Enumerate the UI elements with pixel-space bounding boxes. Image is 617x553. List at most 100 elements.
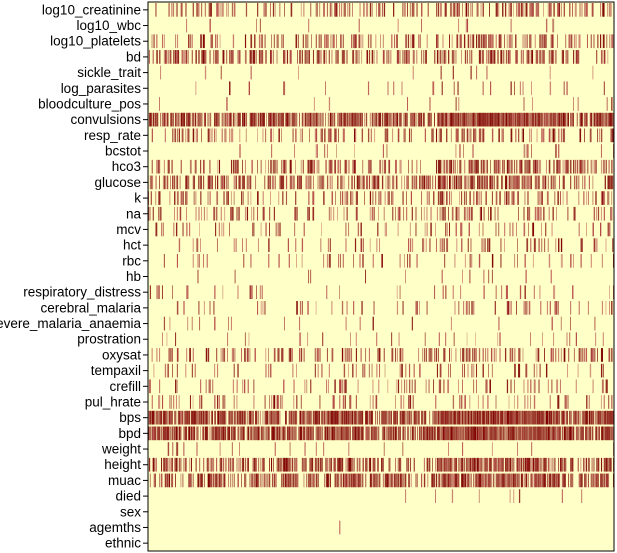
heatmap-cell <box>491 426 493 441</box>
heatmap-cell <box>486 379 488 394</box>
heatmap-cell <box>338 159 340 174</box>
heatmap-cell <box>482 238 484 252</box>
heatmap-cell <box>163 50 165 64</box>
heatmap-cell <box>501 410 503 425</box>
heatmap-cell <box>281 348 283 362</box>
heatmap-cell <box>391 473 393 488</box>
heatmap-cell <box>600 144 603 158</box>
heatmap-cell <box>430 426 432 441</box>
heatmap-cell <box>175 442 178 456</box>
heatmap-cell <box>528 222 529 237</box>
heatmap-cell <box>180 206 182 221</box>
heatmap-cell <box>233 426 235 441</box>
heatmap-cell <box>461 128 463 143</box>
heatmap-cell <box>590 34 592 49</box>
heatmap-cell <box>532 253 534 268</box>
heatmap-cell <box>244 379 246 394</box>
heatmap-cell <box>545 426 547 441</box>
heatmap-cell <box>407 253 408 268</box>
heatmap-cell <box>298 65 299 80</box>
heatmap-cell <box>393 3 395 17</box>
heatmap-cell <box>397 50 400 64</box>
heatmap-cell <box>480 473 482 488</box>
heatmap-cell <box>322 410 323 425</box>
heatmap-cell <box>228 457 230 472</box>
heatmap-cell <box>201 410 203 425</box>
heatmap-cell <box>612 112 613 127</box>
heatmap-cell <box>607 112 609 127</box>
heatmap-cell <box>174 50 175 64</box>
heatmap-cell <box>594 316 596 331</box>
heatmap-cell <box>567 50 569 64</box>
heatmap-cell <box>303 3 305 17</box>
heatmap-cell <box>376 363 378 378</box>
heatmap-cell <box>353 144 355 158</box>
heatmap-cell <box>430 206 432 221</box>
heatmap-cell <box>480 191 482 205</box>
heatmap-cell <box>606 34 608 49</box>
heatmap-cell <box>530 3 532 17</box>
heatmap-cell <box>499 426 501 441</box>
heatmap-cell <box>481 410 484 425</box>
heatmap-cell <box>502 426 504 441</box>
heatmap-cell <box>266 112 267 127</box>
heatmap-cell <box>324 3 325 17</box>
heatmap-cell <box>459 175 461 190</box>
heatmap-cell <box>329 457 331 472</box>
heatmap-cell <box>576 159 579 174</box>
heatmap-cell <box>214 112 216 127</box>
heatmap-cell <box>518 3 519 17</box>
heatmap-cell <box>192 128 194 143</box>
heatmap-cell <box>338 473 340 488</box>
heatmap-cell <box>482 426 484 441</box>
heatmap-cell <box>350 457 352 472</box>
heatmap-cell <box>386 112 388 127</box>
heatmap-cell <box>413 112 415 127</box>
heatmap-cell <box>172 410 173 425</box>
heatmap-cell <box>321 457 323 472</box>
heatmap-cell <box>548 426 550 441</box>
heatmap-cell <box>210 457 212 472</box>
heatmap-cell <box>440 191 442 205</box>
heatmap-cell <box>206 426 208 441</box>
heatmap-cell <box>173 222 175 237</box>
heatmap-cell <box>588 457 590 472</box>
heatmap-cell <box>470 128 472 143</box>
heatmap-cell <box>342 50 345 64</box>
heatmap-cell <box>354 128 357 143</box>
heatmap-cell <box>514 395 515 409</box>
heatmap-cell <box>264 410 266 425</box>
heatmap-cell <box>359 457 361 472</box>
heatmap-cell <box>421 3 423 17</box>
heatmap-cell <box>519 426 521 441</box>
heatmap-cell <box>451 34 453 49</box>
heatmap-cell <box>542 332 543 347</box>
heatmap-cell <box>396 301 399 315</box>
heatmap-cell <box>459 395 461 409</box>
heatmap-cell <box>432 457 433 472</box>
heatmap-cell <box>517 457 519 472</box>
heatmap-cell <box>599 426 600 441</box>
heatmap-cell <box>607 191 609 205</box>
heatmap-cell <box>527 301 529 315</box>
heatmap-cell <box>421 50 422 64</box>
heatmap-cell <box>531 222 534 237</box>
heatmap-cell <box>495 395 497 409</box>
heatmap-cell <box>355 34 357 49</box>
heatmap-cell <box>572 112 574 127</box>
heatmap-cell <box>160 410 162 425</box>
heatmap-cell <box>504 426 506 441</box>
heatmap-cell <box>577 426 579 441</box>
heatmap-cell <box>200 191 202 205</box>
heatmap-cell <box>480 159 482 174</box>
heatmap-cell <box>177 301 179 315</box>
heatmap-cell <box>490 457 492 472</box>
heatmap-cell <box>317 363 319 378</box>
heatmap-cell <box>467 128 469 143</box>
heatmap-cell <box>381 410 383 425</box>
heatmap-cell <box>386 50 388 64</box>
heatmap-cell <box>528 159 530 174</box>
heatmap-cell <box>425 348 427 362</box>
heatmap-cell <box>356 473 358 488</box>
heatmap-cell <box>269 175 271 190</box>
